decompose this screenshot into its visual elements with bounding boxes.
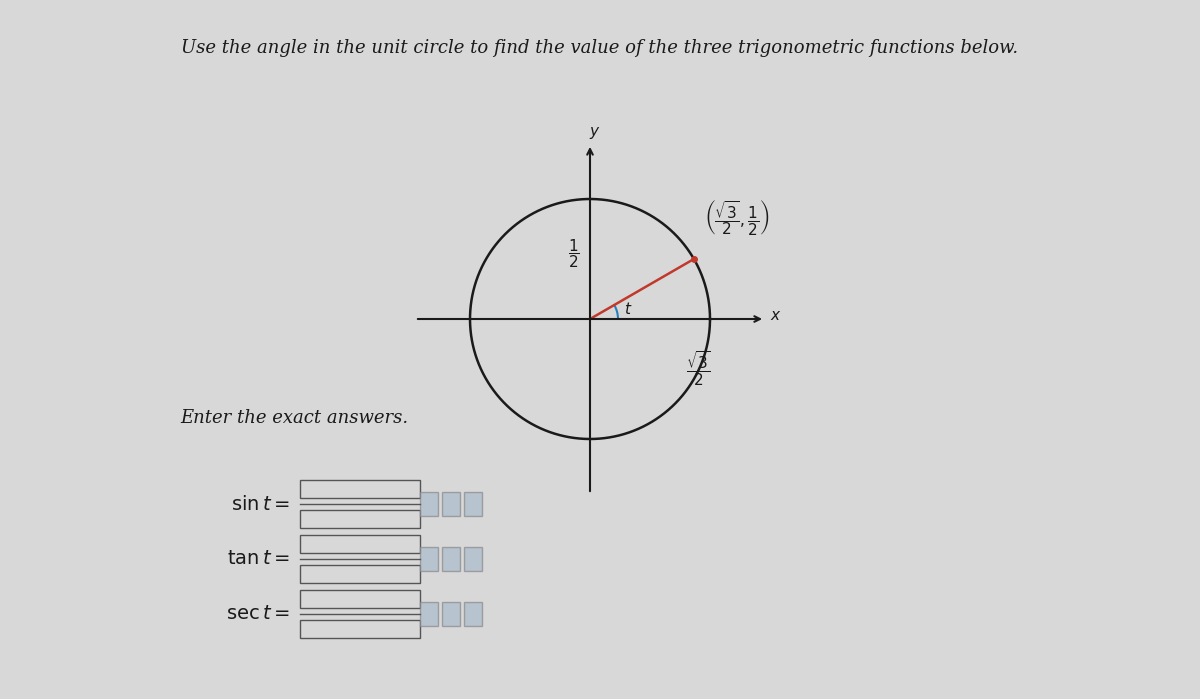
Bar — [300, 590, 420, 608]
Text: $\sin t =$: $\sin t =$ — [232, 494, 290, 514]
Bar — [464, 547, 482, 571]
Bar — [300, 565, 420, 583]
Text: $\left(\dfrac{\sqrt{3}}{2},\dfrac{1}{2}\right)$: $\left(\dfrac{\sqrt{3}}{2},\dfrac{1}{2}\… — [704, 198, 769, 237]
Bar — [300, 620, 420, 638]
Bar — [300, 535, 420, 553]
Text: $\dfrac{\sqrt{3}}{2}$: $\dfrac{\sqrt{3}}{2}$ — [686, 349, 712, 388]
Text: $y$: $y$ — [589, 125, 601, 141]
Bar — [442, 547, 460, 571]
Bar — [464, 492, 482, 516]
Text: $\tan t =$: $\tan t =$ — [227, 550, 290, 568]
Bar — [442, 602, 460, 626]
Bar — [420, 492, 438, 516]
Bar — [420, 602, 438, 626]
Bar — [300, 510, 420, 528]
Bar — [300, 480, 420, 498]
Bar — [420, 547, 438, 571]
Text: Enter the exact answers.: Enter the exact answers. — [180, 409, 408, 427]
Text: $t$: $t$ — [624, 301, 632, 317]
Text: $\dfrac{1}{2}$: $\dfrac{1}{2}$ — [569, 238, 580, 271]
Bar — [442, 492, 460, 516]
Text: $x$: $x$ — [770, 309, 781, 323]
Text: Use the angle in the unit circle to find the value of the three trigonometric fu: Use the angle in the unit circle to find… — [181, 39, 1019, 57]
Bar — [464, 602, 482, 626]
Text: $\sec t =$: $\sec t =$ — [226, 605, 290, 623]
